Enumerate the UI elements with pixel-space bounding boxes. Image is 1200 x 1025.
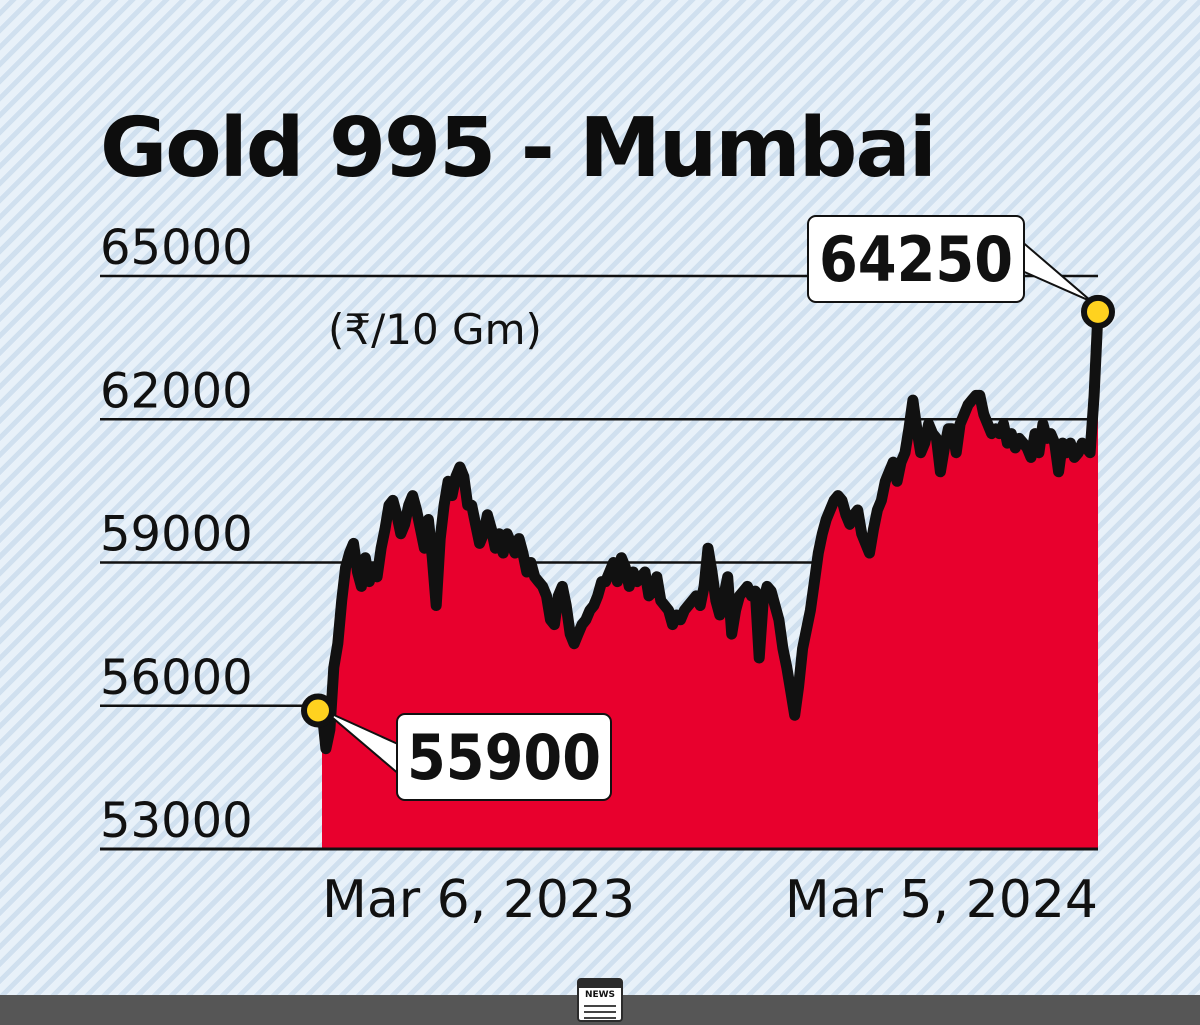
end-callout: 64250: [807, 215, 1115, 329]
callouts: 55900 64250: [301, 215, 1115, 801]
chart-title: Gold 995 - Mumbai: [100, 101, 935, 196]
start-callout-marker: [301, 693, 335, 728]
news-logo-icon: NEWS: [577, 978, 623, 1022]
gold-price-chart: Gold 995 - Mumbai 65000 62000 59000 56000 53…: [100, 101, 1115, 930]
start-callout-box: [396, 713, 612, 801]
y-tick-label-59000: 59000: [100, 507, 253, 563]
y-tick-label-65000: 65000: [100, 220, 253, 276]
end-callout-box: [807, 215, 1025, 303]
unit-label: (₹/10 Gm): [328, 305, 542, 354]
chart-svg: Gold 995 - Mumbai 65000 62000 59000 56000 53…: [100, 101, 1115, 930]
y-tick-label-56000: 56000: [100, 650, 253, 706]
start-callout: 55900: [301, 693, 612, 801]
x-label-end: Mar 5, 2024: [785, 870, 1098, 930]
y-tick-label-53000: 53000: [100, 793, 253, 849]
end-callout-marker: [1081, 294, 1115, 329]
y-tick-labels: 65000 62000 59000 56000 53000: [100, 220, 253, 849]
end-callout-pointer: [1019, 237, 1093, 303]
end-callout-value: 64250: [819, 223, 1013, 296]
x-label-start: Mar 6, 2023: [322, 870, 635, 930]
price-line: [316, 306, 1104, 755]
start-callout-value: 55900: [407, 721, 601, 794]
y-tick-label-62000: 62000: [100, 363, 253, 419]
